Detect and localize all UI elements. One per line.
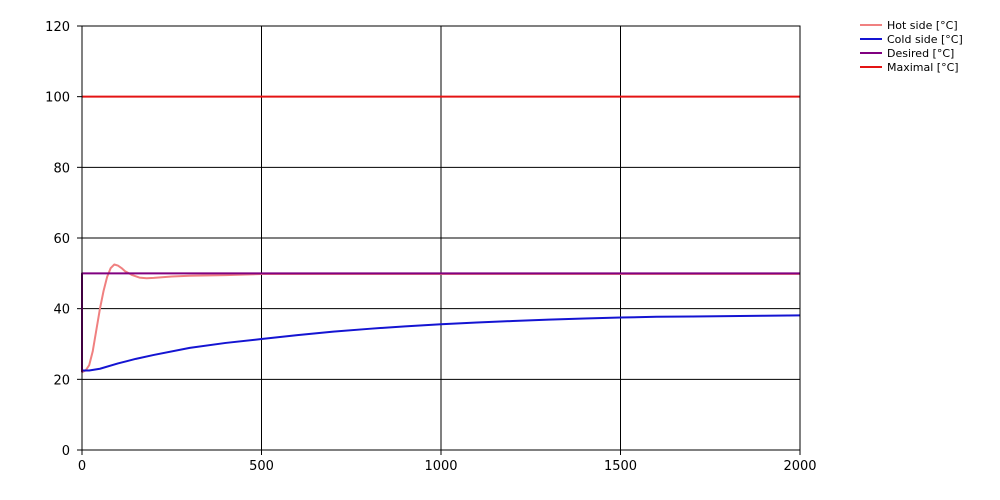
legend-label: Maximal [°C] (887, 61, 959, 74)
y-tick-label: 60 (53, 232, 70, 247)
legend: Hot side [°C]Cold side [°C]Desired [°C]M… (860, 19, 963, 74)
x-axis-ticks: 0 500 1000 1500 2000 (78, 450, 817, 474)
plot-area-frame (81, 25, 801, 451)
legend-label: Cold side [°C] (887, 33, 963, 46)
y-axis-ticks: 0 20 40 60 80 100 120 (45, 20, 82, 459)
legend-item-hot-side: Hot side [°C] (860, 19, 958, 32)
grid (81, 25, 801, 451)
legend-item-desired: Desired [°C] (860, 47, 954, 60)
x-tick-label: 500 (249, 459, 274, 474)
x-tick-label: 0 (78, 459, 86, 474)
y-tick-label: 0 (62, 444, 70, 459)
x-tick-label: 2000 (783, 459, 816, 474)
legend-label: Desired [°C] (887, 47, 954, 60)
legend-item-cold-side: Cold side [°C] (860, 33, 963, 46)
y-tick-label: 100 (45, 91, 70, 106)
cold-side-line (82, 314, 801, 372)
x-tick-label: 1000 (424, 459, 457, 474)
y-tick-label: 20 (53, 373, 70, 388)
legend-item-maximal: Maximal [°C] (860, 61, 959, 74)
y-tick-label: 40 (53, 303, 70, 318)
y-tick-label: 80 (53, 161, 70, 176)
y-tick-label: 120 (45, 20, 70, 35)
x-tick-label: 1500 (604, 459, 637, 474)
legend-label: Hot side [°C] (887, 19, 958, 32)
